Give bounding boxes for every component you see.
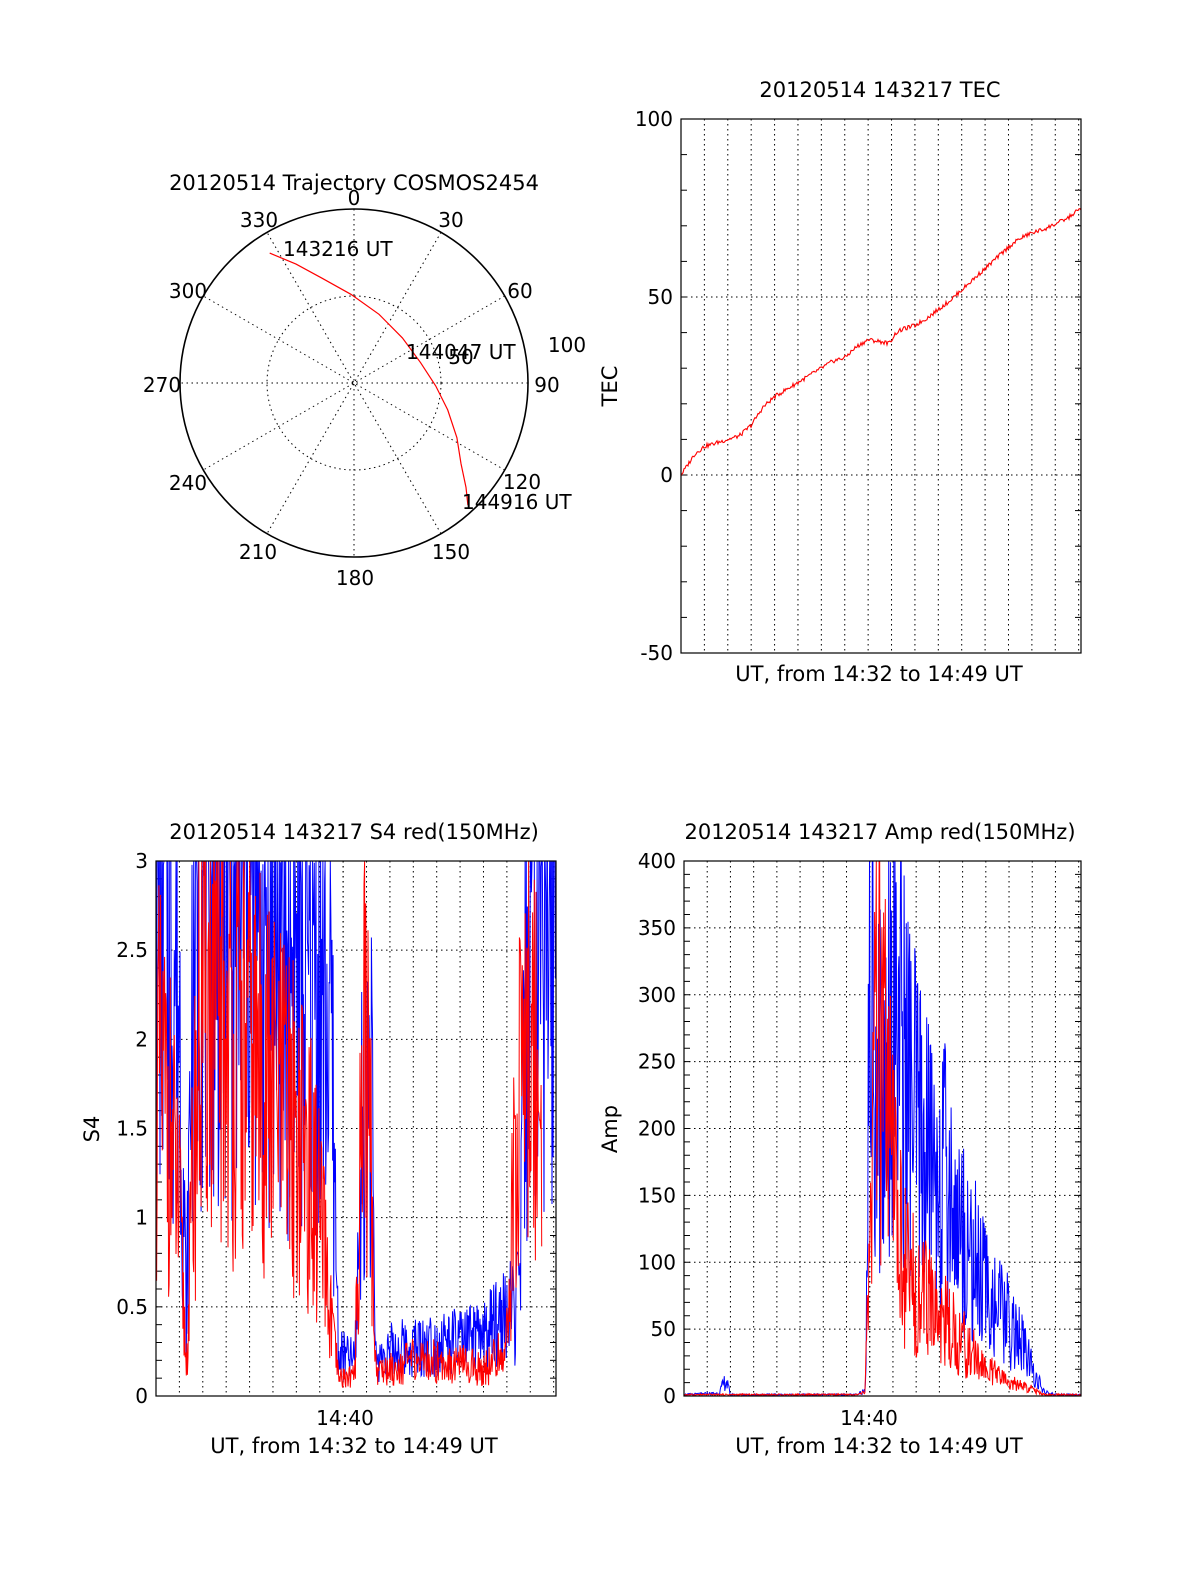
- tec-ylabel: TEC: [598, 366, 622, 408]
- tec-plot: 20120514 143217 TEC 100 50 0 -50 UT, from 1…: [598, 78, 1082, 686]
- azimuth-label-0: 0: [348, 186, 361, 210]
- s4-xtick-1440: 14:40: [316, 1406, 374, 1430]
- track-end-label: 144916 UT: [462, 490, 572, 514]
- tec-series-line: [680, 207, 1082, 477]
- tec-axes-frame: [680, 118, 1082, 654]
- azimuth-label-210: 210: [239, 540, 277, 564]
- y-tick-label: 100: [638, 1250, 676, 1274]
- polar-inner-ring: [266, 295, 442, 471]
- s4-xlabel: UT, from 14:32 to 14:49 UT: [210, 1434, 498, 1458]
- y-tick-label: 0: [660, 463, 673, 487]
- y-tick-label: 50: [648, 285, 673, 309]
- y-tick-label: 2: [135, 1027, 148, 1051]
- y-tick-label: 3: [135, 849, 148, 873]
- polar-trajectory-plot: 20120514 Trajectory COSMOS2454 0 30 60 90 12…: [143, 171, 586, 590]
- y-tick-label: 0.5: [116, 1295, 148, 1319]
- amp-title: 20120514 143217 Amp red(150MHz): [684, 820, 1075, 844]
- y-tick-label: 1.5: [116, 1117, 148, 1141]
- y-tick-label: 150: [638, 1183, 676, 1207]
- polar-spokes: [180, 209, 528, 557]
- amp-red-series-line: [683, 860, 1082, 1398]
- amp-minor-ticks: [684, 860, 1081, 1397]
- y-tick-label: -50: [640, 641, 673, 665]
- tec-title: 20120514 143217 TEC: [759, 78, 1000, 102]
- amp-xtick-1440: 14:40: [840, 1406, 898, 1430]
- amp-xlabel: UT, from 14:32 to 14:49 UT: [735, 1434, 1023, 1458]
- track-mid-label: 144047 UT: [406, 340, 516, 364]
- track-start-label: 143216 UT: [283, 237, 393, 261]
- amp-plot: 20120514 143217 Amp red(150MHz) 400 350 30…: [598, 820, 1082, 1458]
- y-tick-label: 300: [638, 983, 676, 1007]
- y-tick-label: 1: [135, 1206, 148, 1230]
- y-tick-label: 250: [638, 1050, 676, 1074]
- amp-y-tick-labels: 400 350 300 250 200 150 100 50 0: [638, 849, 676, 1408]
- polar-radius-label-100: 100: [548, 333, 586, 357]
- azimuth-label-150: 150: [432, 540, 470, 564]
- azimuth-label-180: 180: [336, 566, 374, 590]
- s4-y-tick-labels: 3 2.5 2 1.5 1 0.5 0: [116, 849, 148, 1408]
- y-tick-label: 100: [635, 107, 673, 131]
- tec-minor-ticks: [681, 118, 1081, 654]
- tec-grid: [681, 118, 1081, 654]
- polar-radius-label-50: 50: [448, 345, 473, 369]
- azimuth-label-270: 270: [143, 373, 181, 397]
- tec-xlabel: UT, from 14:32 to 14:49 UT: [735, 662, 1023, 686]
- azimuth-label-240: 240: [169, 471, 207, 495]
- azimuth-label-330: 330: [240, 208, 278, 232]
- tec-y-tick-labels: 100 50 0 -50: [635, 107, 673, 665]
- s4-ylabel: S4: [80, 1116, 104, 1143]
- polar-spoke: [266, 232, 442, 534]
- satellite-track: [269, 252, 469, 506]
- polar-spoke: [266, 232, 442, 534]
- amp-axes-frame: [683, 860, 1082, 1397]
- azimuth-label-30: 30: [438, 208, 463, 232]
- polar-azimuth-labels: 0 30 60 90 120 150 180 210 240 270 300 330: [143, 186, 560, 590]
- y-tick-label: 0: [135, 1384, 148, 1408]
- amp-ylabel: Amp: [598, 1105, 622, 1153]
- s4-axes-frame: [155, 860, 557, 1397]
- y-tick-label: 350: [638, 916, 676, 940]
- y-tick-label: 50: [651, 1317, 676, 1341]
- y-tick-label: 2.5: [116, 938, 148, 962]
- azimuth-label-120: 120: [503, 470, 541, 494]
- y-tick-label: 0: [663, 1384, 676, 1408]
- s4-plot: 20120514 143217 S4 red(150MHz) 3 2.5 2 1.5 1…: [80, 820, 557, 1458]
- azimuth-label-60: 60: [507, 279, 532, 303]
- s4-red-series-line: [155, 860, 543, 1388]
- azimuth-label-90: 90: [534, 373, 559, 397]
- azimuth-label-300: 300: [169, 279, 207, 303]
- polar-title: 20120514 Trajectory COSMOS2454: [169, 171, 539, 195]
- s4-title: 20120514 143217 S4 red(150MHz): [169, 820, 539, 844]
- y-tick-label: 400: [638, 849, 676, 873]
- y-tick-label: 200: [638, 1117, 676, 1141]
